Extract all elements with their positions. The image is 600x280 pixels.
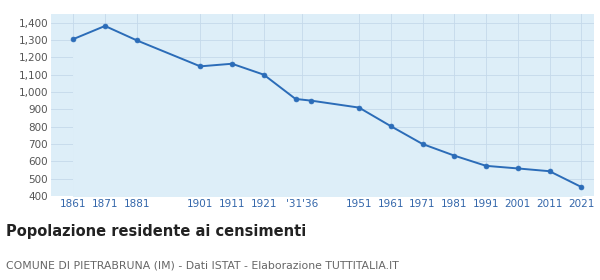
Text: Popolazione residente ai censimenti: Popolazione residente ai censimenti — [6, 224, 306, 239]
Text: COMUNE DI PIETRABRUNA (IM) - Dati ISTAT - Elaborazione TUTTITALIA.IT: COMUNE DI PIETRABRUNA (IM) - Dati ISTAT … — [6, 260, 399, 270]
